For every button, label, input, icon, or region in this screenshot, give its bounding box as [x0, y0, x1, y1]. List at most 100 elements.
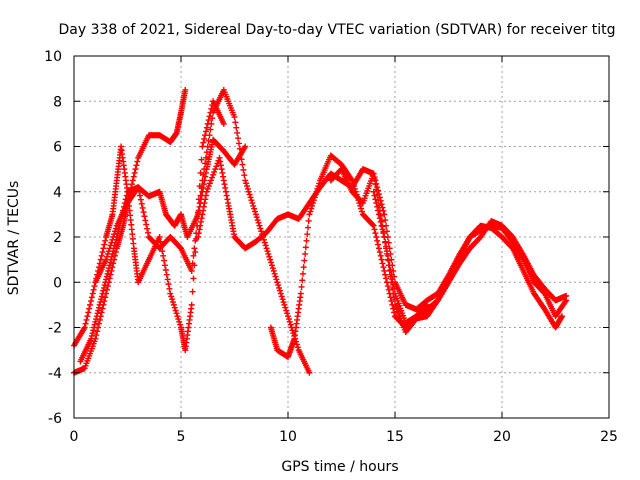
data-point	[209, 174, 216, 181]
data-point	[202, 192, 209, 199]
data-point	[103, 256, 110, 263]
data-point	[303, 237, 310, 244]
data-point	[135, 184, 142, 191]
y-tick-label: 4	[53, 185, 62, 201]
data-point	[101, 241, 108, 248]
data-point	[243, 180, 250, 187]
data-point	[376, 215, 383, 222]
data-point	[94, 310, 101, 317]
data-point	[284, 310, 291, 317]
data-point	[298, 283, 305, 290]
data-point	[123, 192, 130, 199]
chart-title: Day 338 of 2021, Sidereal Day-to-day VTE…	[59, 22, 616, 38]
data-point	[378, 201, 385, 208]
data-point	[370, 170, 377, 177]
data-point	[90, 324, 97, 331]
data-point	[382, 271, 389, 278]
data-point	[191, 245, 198, 252]
data-point	[200, 181, 207, 188]
data-point	[250, 202, 257, 209]
data-point	[247, 194, 254, 201]
data-point	[383, 228, 390, 235]
data-point	[112, 225, 119, 232]
data-point	[207, 126, 214, 133]
data-point	[132, 166, 139, 173]
data-point	[205, 117, 212, 124]
data-point	[266, 253, 273, 260]
data-point	[143, 221, 150, 228]
data-point	[173, 310, 180, 317]
y-tick-label: 6	[53, 140, 62, 156]
data-point	[199, 143, 206, 150]
data-point	[384, 256, 391, 263]
y-tick-label: 2	[53, 230, 62, 246]
data-point	[98, 293, 105, 300]
data-point	[222, 188, 229, 195]
series-layer	[71, 86, 570, 376]
data-point	[235, 140, 242, 147]
series-arc-7	[327, 166, 565, 331]
data-point	[95, 307, 102, 314]
data-point	[306, 211, 313, 218]
data-point	[278, 293, 285, 300]
data-point	[103, 253, 110, 260]
data-point	[277, 290, 284, 297]
data-point	[145, 229, 152, 236]
data-point	[141, 213, 148, 220]
data-point	[105, 248, 112, 255]
data-point	[254, 217, 261, 224]
data-point	[104, 283, 111, 290]
data-point	[177, 321, 184, 328]
data-point	[558, 313, 565, 320]
data-point	[198, 184, 205, 191]
data-point	[216, 154, 223, 161]
data-point	[217, 162, 224, 169]
data-point	[190, 252, 197, 259]
data-point	[99, 290, 106, 297]
data-point	[128, 181, 135, 188]
data-point	[380, 207, 387, 214]
data-point	[384, 283, 391, 290]
data-point	[270, 267, 277, 274]
data-point	[359, 208, 366, 215]
data-point	[98, 296, 105, 303]
data-point	[255, 219, 262, 226]
data-point	[103, 286, 110, 293]
data-point	[369, 221, 376, 228]
data-point	[111, 231, 118, 238]
data-point	[87, 298, 94, 305]
data-point	[220, 120, 227, 127]
data-point	[387, 273, 394, 280]
data-point	[200, 203, 207, 210]
data-point	[161, 262, 168, 269]
data-point	[372, 196, 379, 203]
data-point	[102, 279, 109, 286]
data-point	[387, 294, 394, 301]
data-point	[200, 139, 207, 146]
data-point	[134, 158, 141, 165]
data-point	[100, 284, 107, 291]
x-tick-label: 10	[279, 429, 297, 445]
x-tick-label: 0	[70, 429, 79, 445]
data-point	[133, 162, 140, 169]
data-point	[161, 257, 168, 264]
data-point	[375, 187, 382, 194]
data-point	[88, 332, 95, 339]
data-point	[168, 293, 175, 300]
data-point	[375, 191, 382, 198]
data-point	[97, 299, 104, 306]
data-point	[101, 298, 108, 305]
data-point	[246, 191, 253, 198]
data-point	[223, 192, 230, 199]
data-point	[200, 207, 207, 214]
data-point	[276, 287, 283, 294]
data-point	[163, 271, 170, 278]
data-point	[388, 279, 395, 286]
data-point	[89, 290, 96, 297]
data-point	[386, 267, 393, 274]
data-point	[257, 225, 264, 232]
data-point	[385, 262, 392, 269]
data-point	[241, 172, 248, 179]
